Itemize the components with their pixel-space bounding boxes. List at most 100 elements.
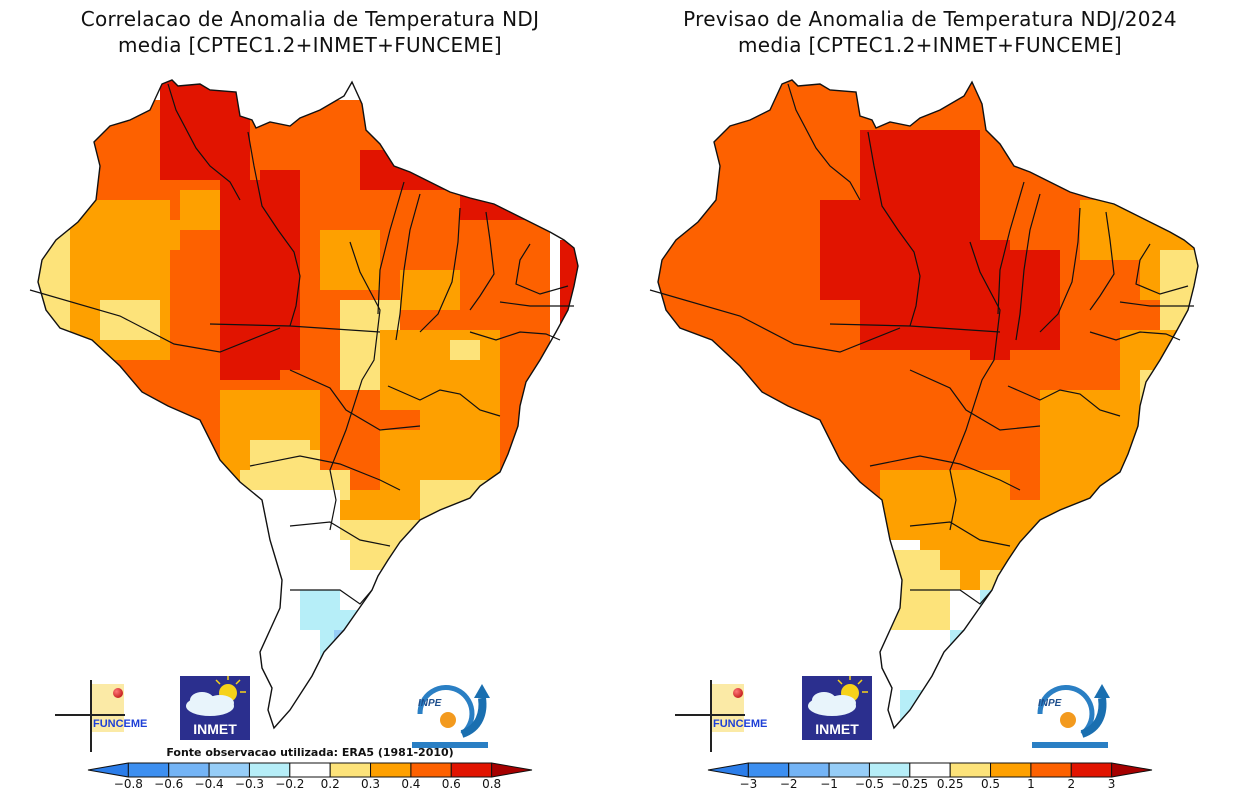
- colorbar-box: [949, 762, 992, 778]
- colorbar-box: [868, 762, 911, 778]
- colorbar-tick-label: −0.3: [234, 777, 265, 791]
- field-region: [980, 590, 1010, 630]
- field-region: [420, 480, 490, 540]
- colorbar-box: [329, 762, 372, 778]
- funceme-logo: FUNCEME: [55, 680, 147, 752]
- state-border: [997, 181, 1025, 315]
- colorbar-tick-label: −0.8: [113, 777, 143, 791]
- colorbar-arrow-high: [491, 762, 533, 778]
- field-region: [160, 80, 250, 180]
- field-region: [1040, 390, 1130, 510]
- field-region: [960, 670, 1000, 728]
- colorbar-box: [1070, 762, 1113, 778]
- field-region: [250, 440, 310, 470]
- state-border: [1039, 207, 1081, 333]
- colorbar-tick-label: 0.4: [401, 777, 421, 791]
- state-border: [867, 131, 921, 327]
- colorbar-tick-label: 0.25: [936, 777, 964, 791]
- correlation-map: [29, 79, 579, 730]
- field-region: [860, 570, 960, 630]
- state-border: [329, 241, 381, 531]
- state-border: [515, 243, 569, 295]
- state-border: [419, 207, 461, 333]
- colorbar-tick-label: 0.8: [482, 777, 502, 791]
- state-border: [787, 83, 861, 201]
- field-region: [360, 150, 460, 190]
- correlation-title-line2: media [CPTEC1.2+INMET+FUNCEME]: [118, 33, 502, 57]
- colorbar-arrow-low: [707, 762, 749, 778]
- state-border: [910, 589, 993, 605]
- forecast-title-line1: Previsao de Anomalia de Temperatura NDJ/…: [683, 7, 1177, 31]
- field-region: [1140, 370, 1180, 480]
- state-border: [1119, 301, 1194, 307]
- source-note: Fonte observacao utilizada: ERA5 (1981-2…: [166, 746, 454, 759]
- field-region: [140, 220, 180, 250]
- country-outline: [657, 79, 1199, 730]
- state-border: [1089, 331, 1181, 341]
- field-region: [950, 630, 1010, 710]
- field-region: [320, 230, 380, 290]
- state-border: [209, 323, 381, 333]
- colorbar-tick-label: −1: [820, 777, 838, 791]
- colorbar-box: [208, 762, 250, 778]
- colorbar-box: [450, 762, 493, 778]
- anomaly-field: [658, 80, 1198, 728]
- inpe-logo: INPE: [410, 676, 490, 748]
- forecast-panel: Previsao de Anomalia de Temperatura NDJ/…: [620, 0, 1240, 802]
- field-region: [1160, 250, 1198, 330]
- colorbar-box: [410, 762, 452, 778]
- state-border: [289, 521, 391, 547]
- colorbar-tick-label: −0.4: [194, 777, 224, 791]
- correlation-colorbar: [87, 762, 533, 778]
- colorbar-tick-label: −3: [739, 777, 758, 791]
- state-border: [29, 289, 281, 353]
- colorbar-box: [990, 762, 1032, 778]
- field-region: [560, 240, 578, 330]
- field-region: [1080, 200, 1150, 260]
- state-border: [289, 369, 421, 431]
- colorbar-tick-label: 0.2: [320, 777, 340, 791]
- state-border: [869, 455, 1021, 491]
- forecast-title: Previsao de Anomalia de Temperatura NDJ/…: [620, 6, 1240, 58]
- state-border: [499, 301, 574, 307]
- field-region: [180, 190, 220, 230]
- forecast-map: [649, 79, 1199, 730]
- field-region: [920, 690, 980, 728]
- colorbar-box: [747, 762, 790, 778]
- inmet-logo: INMET: [802, 676, 872, 740]
- correlation-panel: Correlacao de Anomalia de Temperatura ND…: [0, 6, 620, 791]
- state-border: [909, 369, 1041, 431]
- state-border: [1015, 193, 1041, 341]
- state-border: [290, 589, 373, 605]
- field-region: [820, 200, 870, 300]
- field-region: [1000, 250, 1060, 350]
- colorbar-tick-label: 3: [1107, 777, 1116, 791]
- state-border: [1135, 243, 1189, 295]
- forecast-colorbar: [707, 762, 1153, 778]
- colorbar-box: [828, 762, 870, 778]
- state-border: [469, 331, 561, 341]
- correlation-title-line1: Correlacao de Anomalia de Temperatura ND…: [80, 7, 540, 31]
- field-region: [950, 130, 980, 280]
- anomaly-field: [38, 80, 578, 728]
- state-border: [909, 521, 1011, 547]
- field-region: [980, 500, 1140, 580]
- state-border: [167, 83, 241, 201]
- field-region: [450, 340, 480, 360]
- forecast-title-line2: media [CPTEC1.2+INMET+FUNCEME]: [738, 33, 1122, 57]
- field-region: [334, 630, 348, 670]
- state-border: [395, 193, 421, 341]
- colorbar-tick-label: −2: [779, 777, 798, 791]
- colorbar-arrow-high: [1111, 762, 1153, 778]
- funceme-logo: FUNCEME: [675, 680, 767, 752]
- field-region: [400, 270, 460, 310]
- correlation-title: Correlacao de Anomalia de Temperatura ND…: [0, 6, 620, 58]
- colorbar-box: [248, 762, 291, 778]
- colorbar-box: [127, 762, 170, 778]
- colorbar-tick-label: 0.6: [441, 777, 461, 791]
- field-region: [100, 300, 160, 340]
- inpe-logo: INPE: [1030, 676, 1110, 748]
- state-border: [247, 131, 301, 327]
- colorbar-box: [909, 762, 951, 778]
- inmet-logo: INMET: [180, 676, 250, 740]
